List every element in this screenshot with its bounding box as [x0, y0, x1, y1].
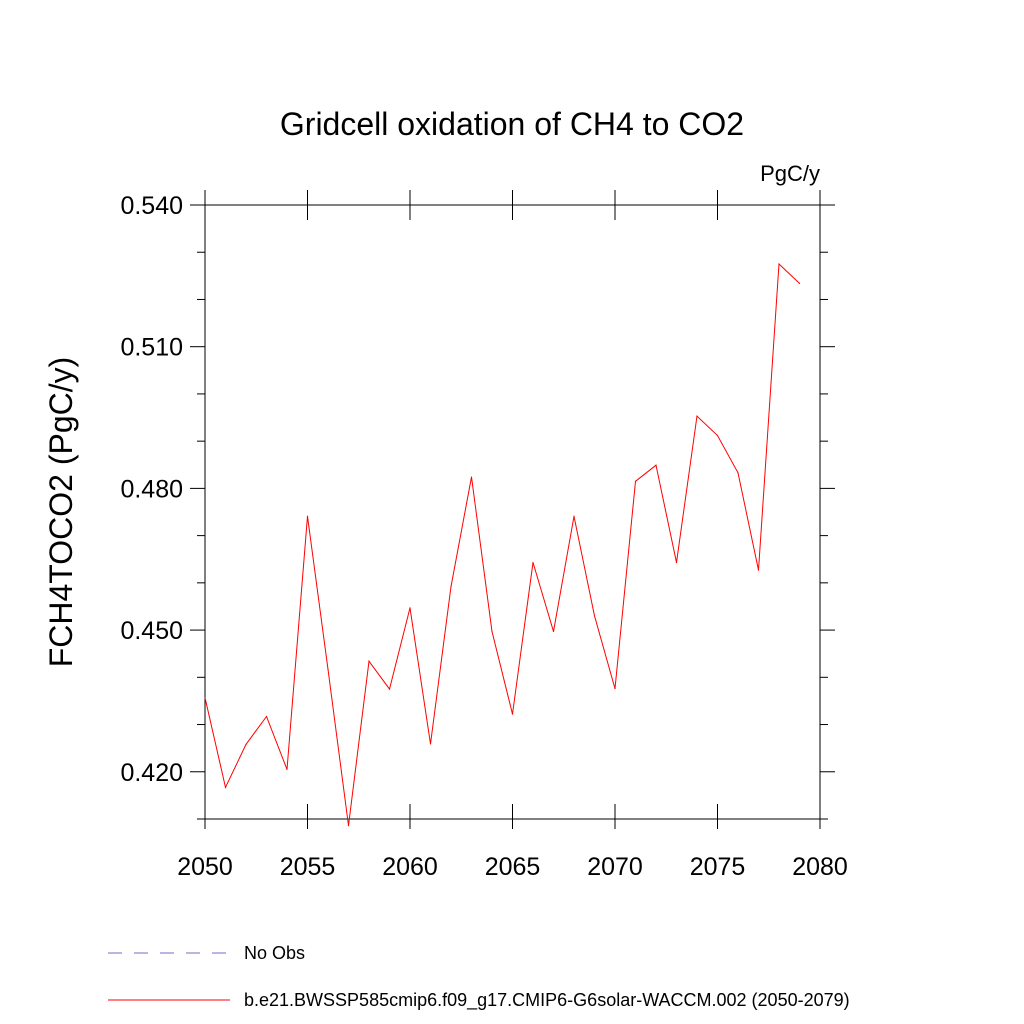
data-point [511, 713, 514, 715]
data-point [532, 561, 534, 564]
x-tick-label: 2070 [587, 853, 643, 881]
data-point [347, 825, 350, 827]
data-point [224, 786, 227, 788]
chart-title: Gridcell oxidation of CH4 to CO2 [280, 106, 744, 142]
y-tick-label: 0.510 [120, 334, 183, 362]
data-point [696, 415, 698, 417]
data-point [265, 715, 268, 718]
data-point [757, 569, 760, 571]
data-point [368, 660, 370, 662]
units-label: PgC/y [760, 161, 820, 186]
x-tick-label: 2060 [382, 853, 438, 881]
data-point [593, 615, 596, 617]
x-tick-label: 2050 [177, 853, 233, 881]
data-point [675, 561, 678, 564]
data-point [245, 743, 247, 745]
legend-label-model: b.e21.BWSSP585cmip6.f09_g17.CMIP6-G6sola… [244, 990, 850, 1011]
data-point [470, 476, 473, 478]
series-layer [204, 262, 801, 827]
data-point [716, 434, 719, 437]
data-point [286, 768, 288, 771]
data-point [491, 630, 493, 633]
data-point [655, 464, 657, 466]
y-axis-label: FCH4TOCO2 (PgC/y) [43, 357, 79, 668]
legend-label-no-obs: No Obs [244, 943, 305, 963]
series-line [204, 262, 800, 826]
x-tick-label: 2065 [485, 853, 541, 881]
data-point [737, 472, 739, 474]
x-tick-label: 2055 [280, 853, 336, 881]
data-point [327, 668, 329, 670]
data-point [778, 263, 780, 265]
y-axis: 0.420 0.450 0.480 0.510 0.540 [120, 192, 835, 820]
data-point [429, 743, 432, 745]
x-axis: 2050 2055 2060 2065 2070 2075 2080 [177, 190, 848, 881]
data-point [573, 515, 575, 517]
data-point [450, 586, 452, 588]
data-point [552, 630, 555, 633]
data-point [306, 515, 309, 517]
y-tick-label: 0.480 [120, 475, 183, 503]
y-tick-label: 0.540 [120, 192, 183, 220]
plot-frame [204, 204, 821, 820]
data-point [798, 282, 801, 285]
x-tick-label: 2080 [792, 853, 848, 881]
data-point [204, 697, 206, 699]
y-tick-label: 0.420 [120, 759, 183, 787]
data-point [388, 688, 391, 690]
legend: No Obs b.e21.BWSSP585cmip6.f09_g17.CMIP6… [108, 943, 850, 1011]
y-tick-label: 0.450 [120, 617, 183, 645]
data-point [634, 480, 637, 482]
data-point [614, 688, 616, 690]
x-tick-label: 2075 [690, 853, 746, 881]
data-point [409, 607, 411, 609]
